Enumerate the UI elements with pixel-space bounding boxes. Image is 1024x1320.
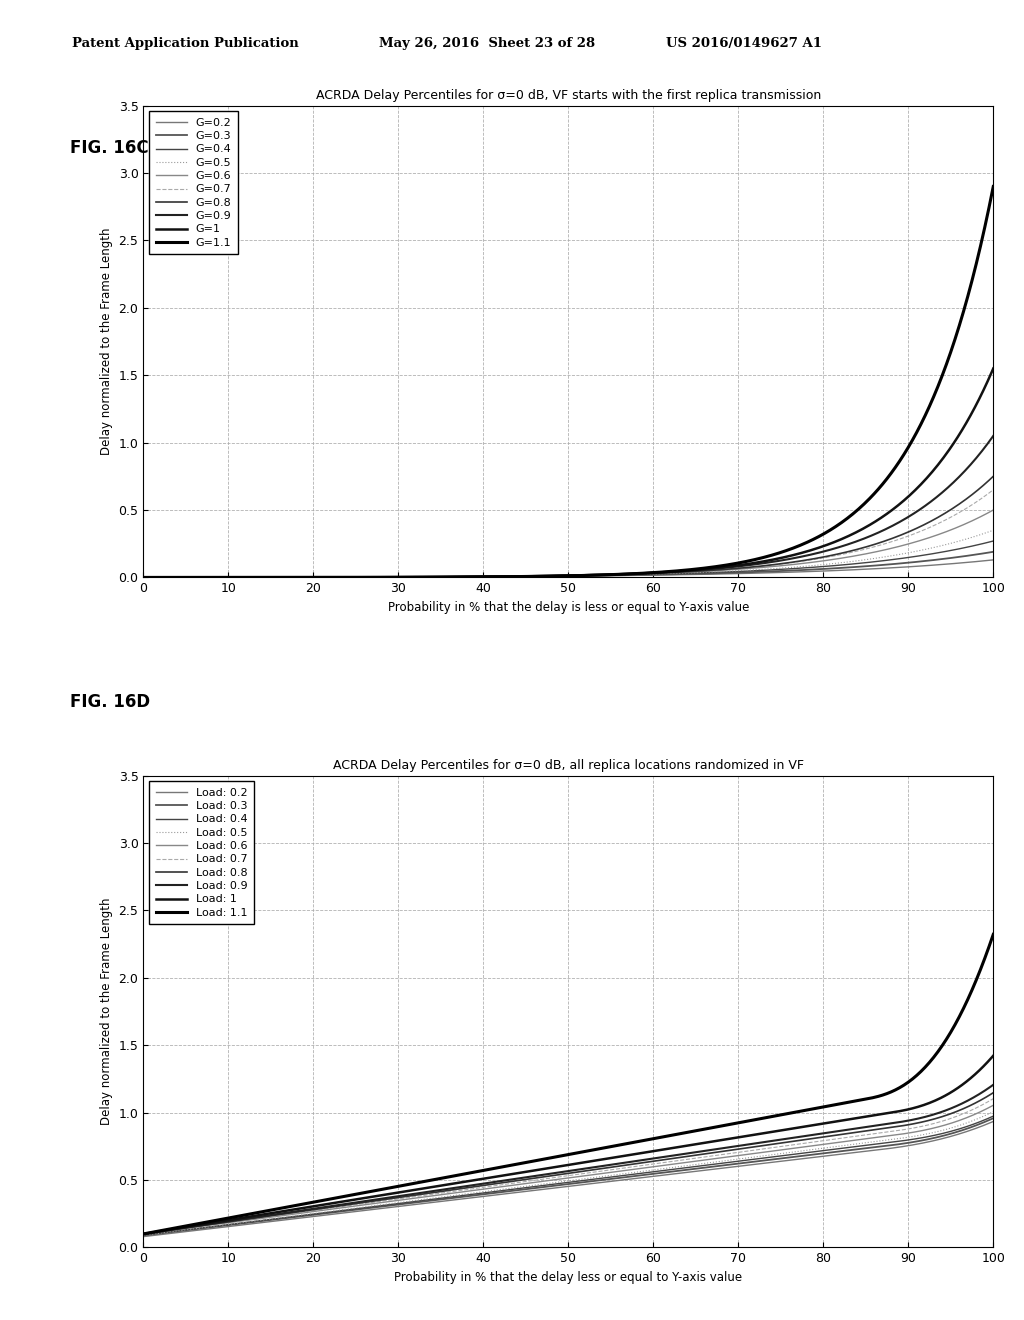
Text: Patent Application Publication: Patent Application Publication — [72, 37, 298, 50]
Text: FIG. 16D: FIG. 16D — [70, 693, 150, 711]
Text: FIG. 16C: FIG. 16C — [70, 139, 148, 157]
Text: US 2016/0149627 A1: US 2016/0149627 A1 — [666, 37, 821, 50]
Legend: Load: 0.2, Load: 0.3, Load: 0.4, Load: 0.5, Load: 0.6, Load: 0.7, Load: 0.8, Loa: Load: 0.2, Load: 0.3, Load: 0.4, Load: 0… — [148, 781, 254, 924]
Text: May 26, 2016  Sheet 23 of 28: May 26, 2016 Sheet 23 of 28 — [379, 37, 595, 50]
Title: ACRDA Delay Percentiles for σ=0 dB, VF starts with the first replica transmissio: ACRDA Delay Percentiles for σ=0 dB, VF s… — [315, 88, 821, 102]
Legend: G=0.2, G=0.3, G=0.4, G=0.5, G=0.6, G=0.7, G=0.8, G=0.9, G=1, G=1.1: G=0.2, G=0.3, G=0.4, G=0.5, G=0.6, G=0.7… — [148, 111, 238, 255]
X-axis label: Probability in % that the delay less or equal to Y-axis value: Probability in % that the delay less or … — [394, 1271, 742, 1284]
X-axis label: Probability in % that the delay is less or equal to Y-axis value: Probability in % that the delay is less … — [388, 601, 749, 614]
Y-axis label: Delay normalized to the Frame Length: Delay normalized to the Frame Length — [100, 228, 113, 455]
Y-axis label: Delay normalized to the Frame Length: Delay normalized to the Frame Length — [100, 898, 113, 1125]
Title: ACRDA Delay Percentiles for σ=0 dB, all replica locations randomized in VF: ACRDA Delay Percentiles for σ=0 dB, all … — [333, 759, 804, 772]
